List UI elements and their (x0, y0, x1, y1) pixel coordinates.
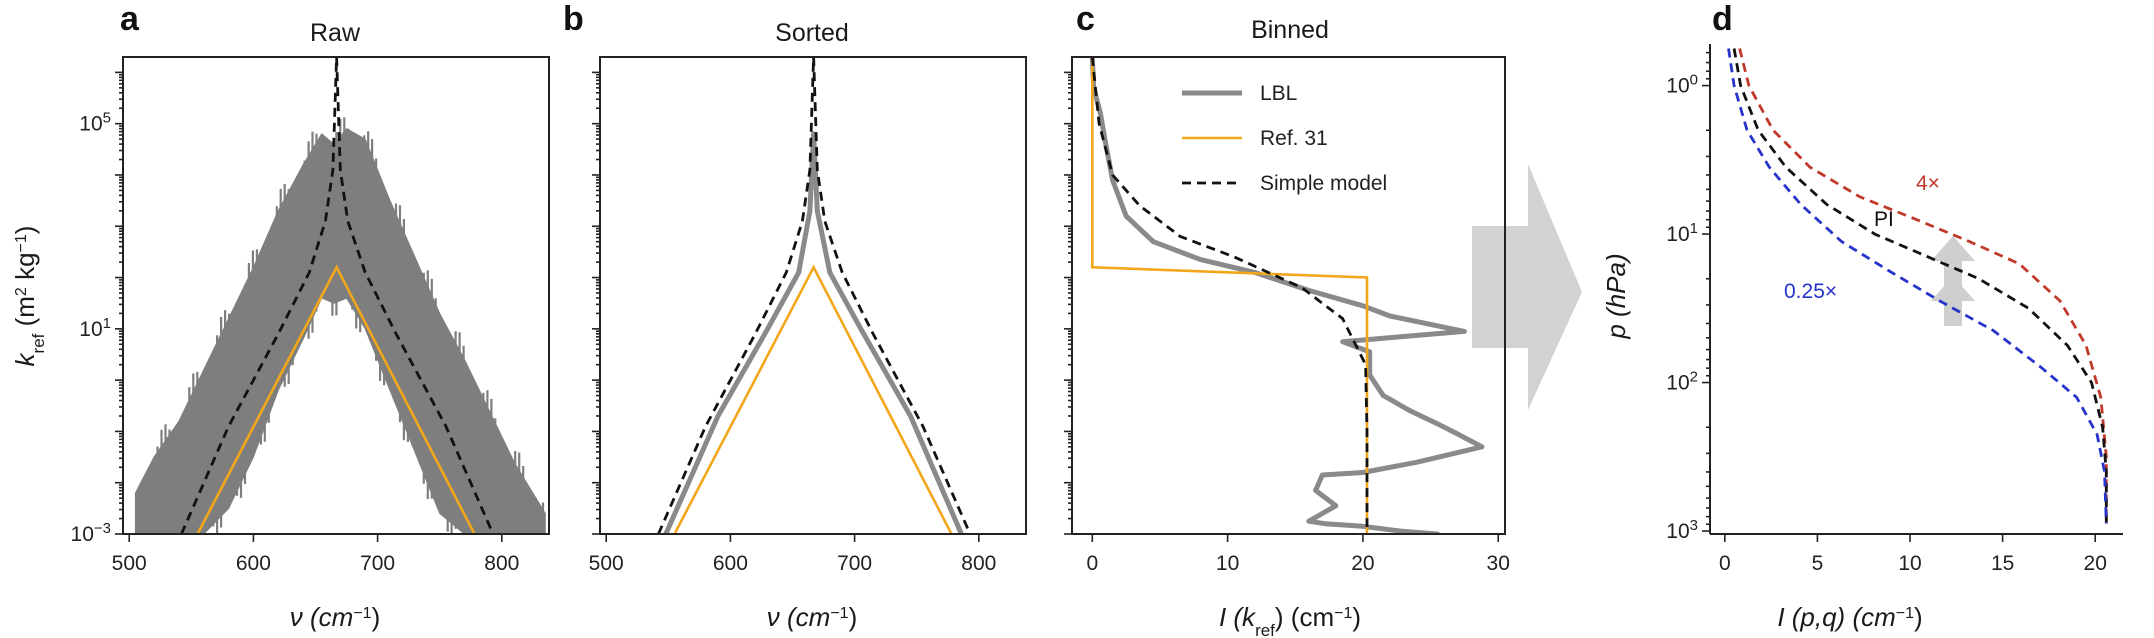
y-axis-label-kref: kref (m2 kg−1) (10, 226, 48, 367)
series-simple-model (1090, 57, 1369, 534)
x-tick-label: 500 (589, 552, 624, 575)
annotation-pi: PI (1874, 208, 1894, 231)
panel-d-series (1727, 48, 2108, 524)
annotation-0.25x: 0.25× (1784, 280, 1837, 303)
y-tick-label: 102 (1666, 368, 1698, 395)
panel-a-title: Raw (310, 19, 361, 47)
y-tick-label: 103 (1666, 517, 1698, 544)
series-pi (1732, 48, 2108, 524)
x-tick-label: 800 (961, 552, 996, 575)
panel-a-x-label: ν (cm−1) (290, 602, 380, 632)
panel-a-plot: 500 600 700 800 10−3 101 105 (71, 56, 550, 575)
legend-label-ref31: Ref. 31 (1260, 127, 1328, 150)
panel-d-y-label: p (hPa) (1601, 253, 1631, 339)
series-ref-31 (673, 264, 953, 534)
legend-label-lbl: LBL (1260, 82, 1297, 105)
y-tick-label: 10−3 (71, 520, 111, 547)
x-tick-label: 500 (112, 552, 147, 575)
legend-label-simple-model: Simple model (1260, 172, 1387, 195)
x-tick-label: 600 (713, 552, 748, 575)
series-ref-31 (196, 264, 476, 534)
legend: LBL Ref. 31 Simple model (1182, 82, 1387, 195)
x-tick-label: 800 (484, 552, 519, 575)
panel-a-series (134, 57, 546, 534)
x-tick-label: 700 (837, 552, 872, 575)
series-simple-model (180, 57, 495, 534)
panel-b-frame (599, 56, 1027, 535)
panel-c-series (1089, 57, 1485, 534)
panel-c-x-label: I (kref) (cm−1) (1219, 602, 1361, 638)
panel-d-plot: 0 5 10 15 20 100 101 102 103 (1666, 44, 2123, 575)
x-tick-label: 15 (1991, 552, 2014, 575)
panel-letter-b: b (563, 0, 584, 38)
annotation-4x: 4× (1916, 172, 1940, 195)
y-tick-label: 100 (1666, 71, 1698, 98)
x-tick-label: 5 (1812, 552, 1824, 575)
x-tick-label: 10 (1216, 552, 1239, 575)
panel-b-plot: 500 600 700 800 (589, 56, 1027, 575)
panel-letter-d: d (1712, 0, 1733, 38)
x-tick-label: 10 (1898, 552, 1921, 575)
y-tick-label: 101 (79, 314, 111, 341)
up-arrow-icon (1931, 276, 1975, 326)
series-0-25- (1727, 48, 2108, 524)
panel-a-frame (122, 56, 550, 535)
y-tick-label: 105 (79, 109, 111, 136)
series-simple-model (657, 57, 972, 534)
panel-b-title: Sorted (775, 19, 849, 47)
y-tick-label: 101 (1666, 220, 1698, 247)
series-4- (1738, 48, 2108, 524)
panel-d-annotations: 4× PI 0.25× (1784, 172, 1975, 326)
panel-d-x-label: I (p,q) (cm−1) (1777, 602, 1922, 632)
series-ref-31 (1091, 57, 1369, 534)
series-lbl (663, 131, 964, 534)
up-arrow-icon (1931, 236, 1975, 312)
x-tick-label: 0 (1719, 552, 1731, 575)
x-tick-label: 700 (360, 552, 395, 575)
transition-arrow (1472, 164, 1582, 410)
panel-b-x-label: ν (cm−1) (767, 602, 857, 632)
x-tick-label: 600 (236, 552, 271, 575)
panel-letter-c: c (1076, 0, 1095, 38)
x-tick-label: 20 (2084, 552, 2107, 575)
panel-letter-a: a (120, 0, 140, 38)
series-lbl (1089, 57, 1485, 534)
x-tick-label: 0 (1086, 552, 1098, 575)
panel-c-frame (1071, 56, 1506, 535)
x-tick-label: 20 (1351, 552, 1374, 575)
x-tick-label: 30 (1487, 552, 1510, 575)
panel-b-series (657, 57, 972, 534)
panel-c-plot: 0 10 20 30 (1064, 56, 1510, 575)
panel-c-title: Binned (1251, 16, 1329, 44)
